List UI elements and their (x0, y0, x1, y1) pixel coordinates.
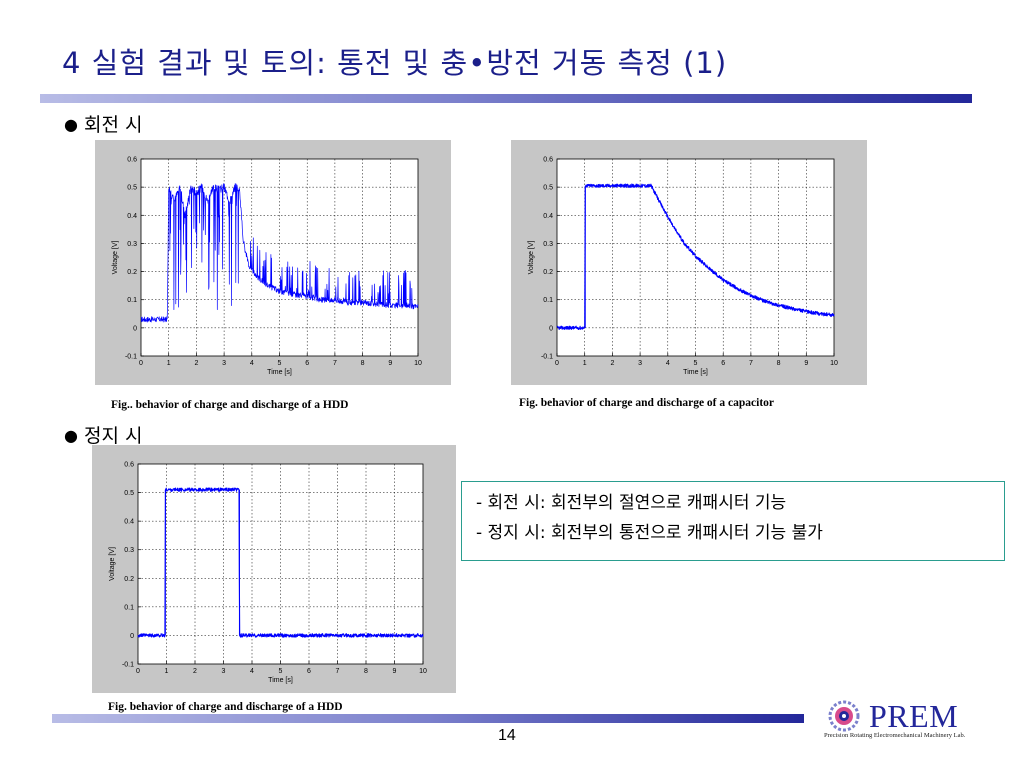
y-tick-label: 0.5 (543, 185, 553, 192)
title-underline-bar (40, 94, 972, 103)
x-tick-label: 9 (804, 360, 808, 367)
x-tick-label: 10 (419, 668, 427, 675)
y-tick-label: 0.3 (127, 241, 137, 248)
x-tick-label: 10 (830, 360, 838, 367)
x-tick-label: 3 (222, 668, 226, 675)
y-axis-label: Voltage [V] (528, 241, 535, 275)
note-box: - 회전 시: 회전부의 절연으로 캐패시터 기능 - 정지 시: 회전부의 통… (461, 481, 1005, 561)
x-tick-label: 2 (193, 668, 197, 675)
chart-hdd-stopped: 0 1 2 3 4 5 6 7 8 9 10 -0.1 0 0.1 0.2 0.3 0.4 0.5 0.6 Time … (92, 445, 456, 693)
series-line (556, 183, 835, 331)
bullet-dot: ● (64, 115, 78, 134)
chart-capacitor-svg: 0 1 2 3 4 5 6 7 8 9 10-0.100.10.20.30.40.50.6Time … (528, 157, 838, 377)
y-axis-label: Voltage [V] (109, 547, 116, 581)
x-tick-label: 8 (777, 360, 781, 367)
x-tick-label: 4 (666, 360, 670, 367)
x-axis-label: Time [s] (683, 369, 708, 376)
x-tick-label: 5 (694, 360, 698, 367)
chart-hdd-rotating: 0 1 2 3 4 5 6 7 8 9 10 -0.1 0 0.1 0.2 0.3 0.4 0.5 0.6 Time … (95, 140, 451, 385)
y-tick-label: 0.1 (124, 604, 134, 611)
x-tick-label: 7 (749, 360, 753, 367)
y-tick-label: 0.4 (127, 213, 137, 220)
prem-logo: PREM Precision Rotating Electromechanica… (824, 698, 994, 746)
logo-name: PREM (869, 698, 959, 734)
x-tick-label: 1 (167, 360, 171, 367)
series-line (137, 487, 424, 638)
y-tick-label: -0.1 (125, 354, 137, 361)
note-line-stopped: - 정지 시: 회전부의 통전으로 캐패시터 기능 불가 (476, 523, 823, 543)
y-tick-label: 0.1 (127, 297, 137, 304)
section-rotating-label: 회전 시 (83, 114, 143, 136)
plot-area (137, 463, 424, 665)
y-tick-label: 0 (130, 633, 134, 640)
y-tick-label: 0.4 (124, 519, 134, 526)
x-tick-label: 6 (307, 668, 311, 675)
y-tick-label: -0.1 (122, 662, 134, 669)
x-tick-label: 2 (194, 360, 198, 367)
note-line-rotating: - 회전 시: 회전부의 절연으로 캐패시터 기능 (476, 493, 787, 513)
chart-capacitor: 0 1 2 3 4 5 6 7 8 9 10 -0.1 0 0.1 0.2 0.3 0.4 0.5 0.6 Time … (511, 140, 867, 385)
logo-subtitle: Precision Rotating Electromechanical Mac… (824, 732, 966, 739)
y-tick-label: 0.3 (543, 241, 553, 248)
x-tick-label: 4 (250, 360, 254, 367)
x-tick-label: 5 (278, 360, 282, 367)
x-tick-label: 0 (139, 360, 143, 367)
chart-hdd-rotating-svg: 0 1 2 3 4 5 6 7 8 9 10-0.100.10.20.30.40.50.6Time … (112, 157, 422, 377)
chart-hdd-stopped-svg: 0 1 2 3 4 5 6 7 8 9 10-0.100.10.20.30.40.50.6Time … (109, 462, 427, 685)
y-tick-label: 0.5 (127, 185, 137, 192)
y-tick-label: 0.6 (543, 157, 553, 164)
page-number: 14 (498, 727, 516, 744)
y-tick-label: 0.2 (127, 269, 137, 276)
x-tick-label: 6 (305, 360, 309, 367)
caption-hdd-stopped: Fig. behavior of charge and discharge of… (108, 701, 343, 713)
y-axis-label: Voltage [V] (112, 241, 119, 275)
y-tick-label: 0.1 (543, 297, 553, 304)
x-tick-label: 3 (638, 360, 642, 367)
x-tick-label: 9 (388, 360, 392, 367)
x-tick-label: 7 (333, 360, 337, 367)
gear-icon (828, 700, 860, 732)
y-tick-label: 0.2 (124, 576, 134, 583)
x-tick-label: 10 (414, 360, 422, 367)
x-tick-label: 7 (336, 668, 340, 675)
y-tick-label: -0.1 (541, 354, 553, 361)
x-tick-label: 8 (364, 668, 368, 675)
x-tick-label: 6 (721, 360, 725, 367)
caption-capacitor: Fig. behavior of charge and discharge of… (519, 397, 774, 409)
x-tick-label: 0 (555, 360, 559, 367)
bullet-dot: ● (64, 426, 78, 445)
y-tick-label: 0 (549, 325, 553, 332)
x-axis-label: Time [s] (267, 369, 292, 376)
x-tick-label: 2 (610, 360, 614, 367)
y-tick-label: 0.6 (124, 462, 134, 469)
footer-bar (52, 714, 804, 723)
y-tick-label: 0.4 (543, 213, 553, 220)
x-tick-label: 3 (222, 360, 226, 367)
section-stopped: ● 정지 시 (64, 421, 142, 448)
y-tick-label: 0.5 (124, 490, 134, 497)
y-tick-label: 0.3 (124, 547, 134, 554)
x-tick-label: 5 (279, 668, 283, 675)
y-tick-label: 0 (133, 325, 137, 332)
slide-title: 4 실험 결과 및 토의: 통전 및 충•방전 거동 측정 (1) (62, 46, 728, 80)
x-tick-label: 1 (165, 668, 169, 675)
x-tick-label: 0 (136, 668, 140, 675)
x-tick-label: 1 (583, 360, 587, 367)
y-tick-label: 0.2 (543, 269, 553, 276)
x-axis-label: Time [s] (268, 677, 293, 684)
section-rotating: ● 회전 시 (64, 110, 142, 137)
x-tick-label: 4 (250, 668, 254, 675)
y-tick-label: 0.6 (127, 157, 137, 164)
x-tick-label: 8 (361, 360, 365, 367)
x-tick-label: 9 (393, 668, 397, 675)
section-stopped-label: 정지 시 (83, 425, 143, 447)
caption-hdd-rotating: Fig.. behavior of charge and discharge o… (111, 399, 349, 411)
series-line (140, 183, 419, 323)
